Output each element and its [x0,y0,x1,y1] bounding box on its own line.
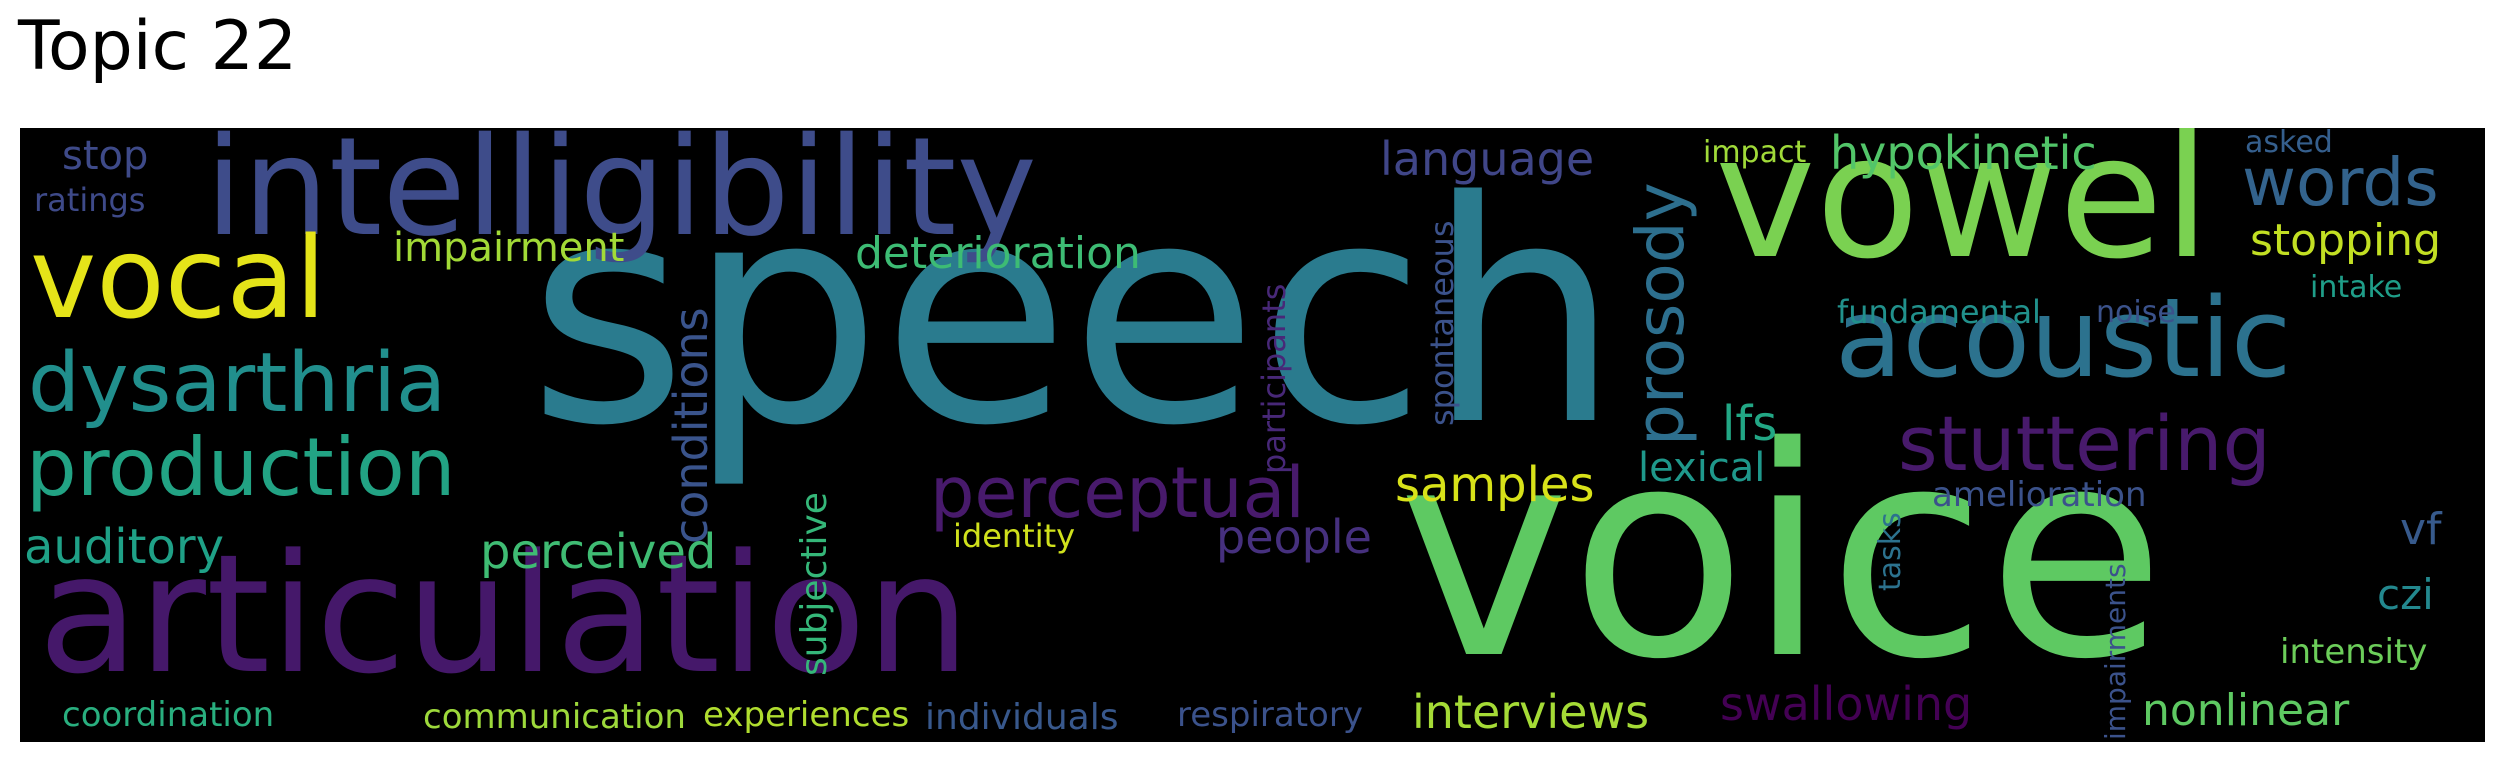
word-swallowing: swallowing [1720,677,1973,731]
chart-title: Topic 22 [18,7,298,86]
word-articulation: articulation [38,519,971,710]
word-acoustic: acoustic [1835,274,2292,402]
word-deterioration: deterioration [855,228,1141,279]
word-production: production [26,421,456,514]
word-impairments: impairments [2099,563,2132,740]
word-asked: asked [2245,128,2333,160]
word-auditory: auditory [24,519,224,575]
word-stopping: stopping [2250,215,2441,266]
word-voice: voice [1398,386,2166,723]
word-cloud: speech voice articulation intelligibilit… [20,128,2485,742]
word-individuals: individuals [925,697,1119,738]
word-words: words [2242,144,2439,221]
word-respiratory: respiratory [1177,695,1363,735]
word-coordination: coordination [62,695,275,735]
word-vowel: vowel [1715,128,2211,297]
word-speech: speech [528,137,1621,493]
word-impact: impact [1703,135,1807,170]
word-tasks: tasks [1873,512,1908,591]
word-intensity: intensity [2280,632,2428,672]
word-subjective: subjective [794,492,835,676]
word-perceived: perceived [480,524,717,580]
word-nonlinear: nonlinear [2142,685,2350,736]
word-dysarthria: dysarthria [28,336,447,431]
word-participants: participants [1255,283,1293,474]
word-intake: intake [2310,270,2403,305]
word-people: people [1216,510,1372,564]
word-intelligibility: intelligibility [205,128,1037,267]
word-fundamental: fundamental [1837,293,2041,331]
word-lfs: lfs [1722,396,1778,452]
word-interviews: interviews [1412,685,1650,739]
word-samples: samples [1395,457,1595,513]
word-hypokinetic: hypokinetic [1830,128,2097,180]
word-perceptual: perceptual [930,452,1305,534]
word-ratings: ratings [34,181,146,219]
word-noise: noise [2096,295,2176,330]
word-czi: czi [2377,570,2434,619]
word-prosody: prosody [1622,182,1699,446]
word-experiences: experiences [703,695,910,735]
word-stop: stop [62,133,149,179]
word-communication: communication [423,697,686,737]
word-impairment: impairment [393,225,625,271]
word-amelioration: amelioration [1932,475,2147,515]
word-identity: identity [953,517,1076,555]
word-stuttering: stuttering [1898,399,2271,488]
word-vocal: vocal [30,214,327,344]
word-lexical: lexical [1638,445,1766,491]
word-language: language [1380,132,1595,186]
word-vf: vf [2400,504,2442,555]
word-conditions: conditions [664,307,718,544]
word-spontaneous: spontaneous [1423,220,1461,427]
